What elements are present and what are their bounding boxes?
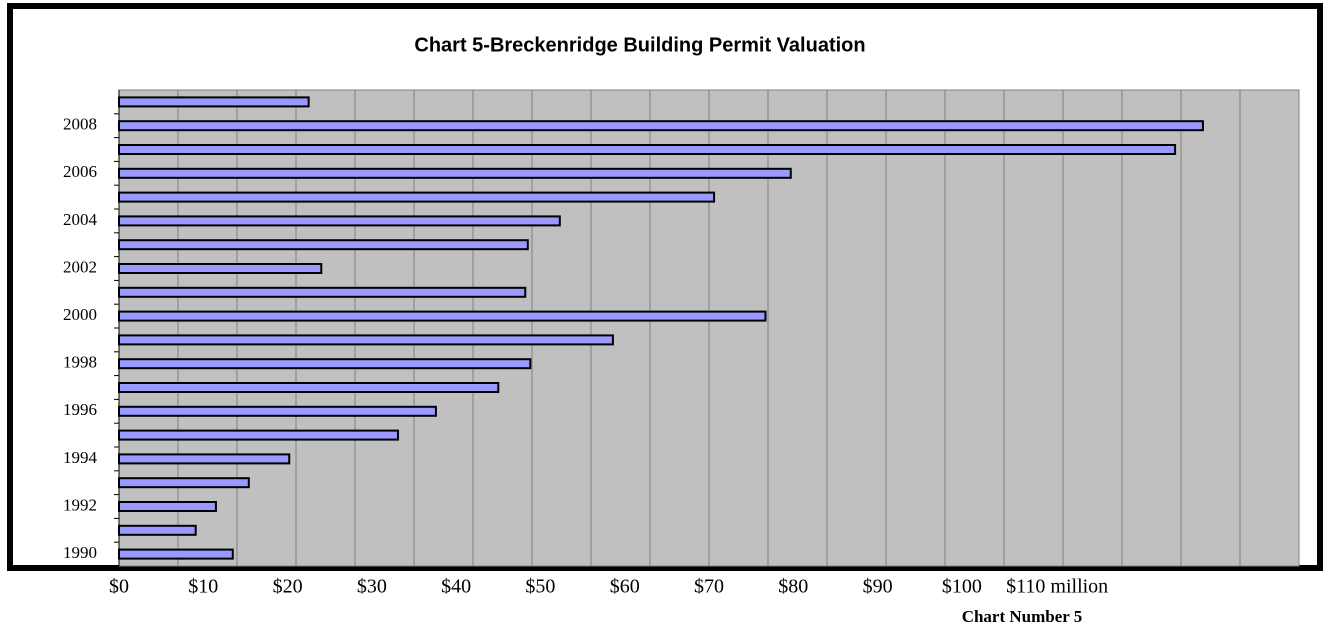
bar [118, 548, 234, 560]
y-tick-label: 2004 [63, 210, 98, 229]
y-tick-label: 1994 [63, 448, 98, 467]
y-tick-label: 1992 [63, 495, 97, 514]
bar [118, 453, 291, 465]
y-tick-label: 1998 [63, 353, 97, 372]
chart-caption: Chart Number 5 [962, 607, 1083, 626]
bar [118, 429, 399, 441]
bar [118, 358, 532, 370]
y-tick-label: 1990 [63, 543, 97, 562]
y-tick-label: 2000 [63, 305, 97, 324]
bar [118, 334, 614, 346]
y-tick-label: 2006 [63, 162, 97, 181]
x-tick-label: $110 million [1006, 576, 1108, 598]
x-tick-label: $30 [357, 576, 387, 598]
bar [118, 382, 500, 393]
bar [118, 524, 197, 536]
bar [118, 263, 323, 274]
y-tick-label: 2008 [63, 115, 97, 134]
y-tick-label: 2002 [63, 257, 97, 276]
bar [118, 310, 767, 322]
bar [118, 144, 1177, 155]
chart-title: Chart 5-Breckenridge Building Permit Val… [414, 34, 865, 56]
bar [118, 405, 437, 417]
bar [118, 239, 529, 251]
x-tick-label: $10 [188, 576, 218, 598]
x-tick-label: $40 [441, 576, 471, 598]
bar [118, 477, 250, 489]
bar [118, 215, 561, 227]
bar [118, 191, 716, 203]
x-tick-label: $70 [694, 576, 724, 598]
bar [118, 501, 217, 512]
x-tick-label: $20 [273, 576, 303, 598]
bar [118, 120, 1204, 132]
y-tick-label: 1996 [63, 400, 97, 419]
bar [118, 167, 792, 179]
x-tick-label: $80 [778, 576, 808, 598]
x-tick-label: $0 [109, 576, 129, 598]
x-tick-label: $90 [863, 576, 893, 598]
bar [118, 96, 310, 108]
x-tick-label: $100 [942, 576, 982, 598]
bar [118, 286, 527, 298]
x-tick-label: $50 [525, 576, 555, 598]
x-tick-label: $60 [610, 576, 640, 598]
